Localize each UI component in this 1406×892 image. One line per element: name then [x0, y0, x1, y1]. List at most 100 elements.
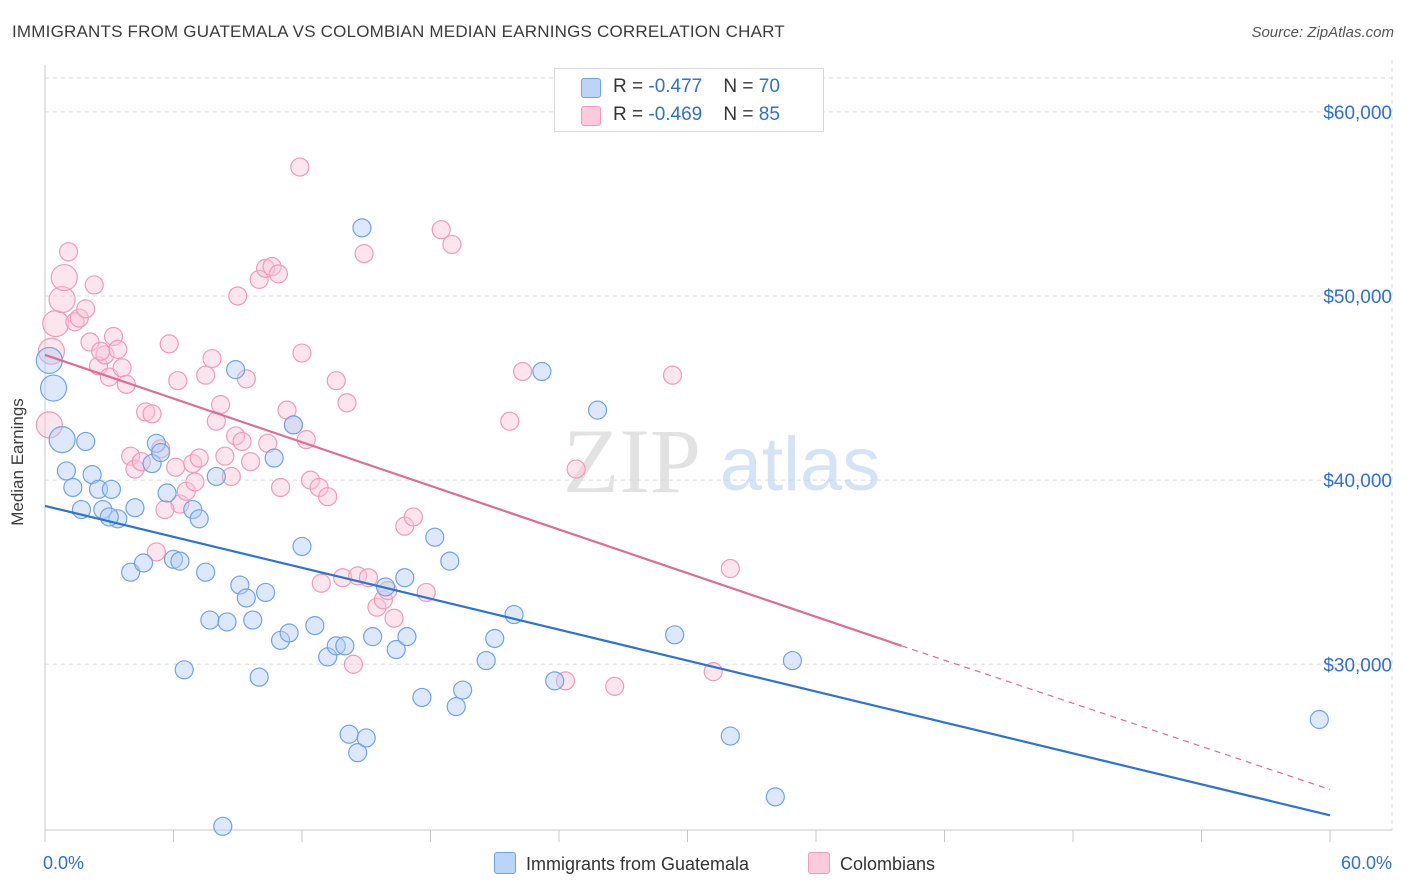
x-tick-label: 0.0% — [43, 853, 84, 873]
guatemala-point — [48, 426, 76, 454]
colombians-point — [290, 157, 310, 177]
guatemala-point — [76, 431, 96, 452]
guatemala-point — [397, 627, 417, 647]
legend-row-colombians: R = -0.469 N = 85 — [555, 101, 823, 129]
colombians-point — [431, 220, 451, 240]
colombians-point — [566, 459, 586, 479]
colombians-point — [292, 343, 312, 363]
colombians-trend-line — [44, 353, 903, 647]
guatemala-point — [236, 588, 256, 608]
colombians-point — [108, 339, 128, 359]
bottom-legend-colombians: Colombians — [808, 852, 935, 875]
guatemala-point — [339, 724, 359, 744]
watermark: ZIP atlas — [563, 410, 880, 512]
colombians-point — [384, 608, 404, 628]
colombians-point — [354, 244, 374, 264]
guatemala-point — [305, 615, 325, 636]
bottom-legend-label-guatemala: Immigrants from Guatemala — [526, 854, 750, 874]
colombians-point — [76, 299, 96, 319]
guatemala-point — [170, 551, 190, 571]
colombians-point — [326, 371, 346, 391]
colombians-point — [50, 263, 78, 292]
tick-labels: $30,000 $40,000 $50,000 $60,000 0.0% 60.0% — [43, 103, 1392, 873]
guatemala-point — [196, 562, 216, 582]
colombians-point — [211, 395, 231, 415]
guatemala-trend-line — [44, 504, 1331, 817]
colombians-point — [146, 542, 166, 562]
stats-legend: R = -0.477 N = 70 R = -0.469 N = 85 — [554, 68, 824, 132]
colombians-point — [196, 365, 216, 385]
bottom-legend-swatch-guatemala — [494, 852, 516, 874]
guatemala-point — [453, 680, 473, 700]
legend-n-label: N = — [723, 104, 759, 125]
guatemala-point — [151, 442, 171, 463]
guatemala-point — [174, 660, 194, 680]
guatemala-point — [213, 816, 233, 836]
guatemala-point — [226, 360, 246, 380]
y-tick-label: $50,000 — [1323, 287, 1392, 308]
guatemala-point — [101, 479, 121, 499]
colombians-point — [136, 402, 156, 422]
guatemala-point — [157, 483, 177, 503]
guatemala-point — [348, 743, 368, 763]
legend-n-value: 85 — [758, 104, 780, 125]
colombians-point — [311, 573, 331, 593]
colombians-point — [318, 487, 338, 507]
guatemala-point — [665, 625, 685, 645]
guatemala-point — [292, 536, 312, 557]
colombians-point — [228, 286, 248, 306]
guatemala-point — [63, 477, 83, 498]
series-colombians — [35, 157, 740, 696]
colombians-point — [512, 361, 533, 382]
colombians-point — [37, 337, 66, 365]
trend-lines — [44, 353, 1331, 817]
guatemala-point — [206, 466, 226, 487]
legend-row-guatemala: R = -0.477 N = 70 — [555, 73, 823, 101]
legend-swatch-colombians — [581, 106, 601, 126]
colombians-point — [42, 309, 70, 338]
axes — [44, 65, 1392, 842]
guatemala-point — [765, 787, 785, 807]
guatemala-point — [249, 667, 269, 687]
guatemala-point — [93, 499, 113, 520]
colombians-point — [48, 286, 76, 314]
bottom-legend-label-colombians: Colombians — [840, 854, 936, 874]
colombians-point — [91, 341, 111, 361]
guatemala-point — [243, 610, 263, 630]
y-tick-label: $40,000 — [1323, 471, 1392, 492]
guatemala-point — [264, 448, 284, 468]
legend-r-label: R = — [613, 76, 649, 97]
colombians-point — [662, 365, 683, 385]
bottom-legend-swatch-colombians — [808, 852, 830, 874]
guatemala-point — [146, 433, 166, 453]
colombians-point — [720, 558, 740, 579]
guatemala-point — [782, 650, 803, 671]
guatemala-point — [255, 582, 276, 603]
colombians-point — [166, 457, 186, 477]
y-tick-label: $60,000 — [1323, 103, 1392, 124]
colombians-point — [215, 446, 235, 466]
guatemala-point — [217, 612, 237, 632]
colombians-point — [221, 466, 241, 487]
legend-r-value: -0.477 — [648, 76, 703, 97]
colombians-point — [103, 326, 124, 347]
colombians-point — [185, 472, 205, 492]
colombians-point — [262, 256, 282, 277]
colombians-point — [142, 404, 162, 424]
legend-text-colombians: R = -0.469 N = 85 — [613, 104, 780, 126]
guatemala-point — [425, 527, 445, 547]
guatemala-point — [532, 361, 552, 382]
colombians-point — [159, 334, 179, 354]
guatemala-point — [39, 374, 68, 402]
guatemala-point — [412, 687, 432, 708]
x-tick-label: 60.0% — [1341, 853, 1392, 873]
watermark-zip: ZIP — [563, 410, 701, 512]
colombians-point — [112, 358, 132, 378]
guatemala-point — [56, 461, 77, 481]
guatemala-point — [587, 400, 608, 420]
guatemala-point — [352, 218, 372, 238]
source-credit: Source: ZipAtlas.com — [1251, 24, 1394, 41]
colombians-point — [343, 654, 363, 674]
colombians-point — [555, 671, 576, 691]
